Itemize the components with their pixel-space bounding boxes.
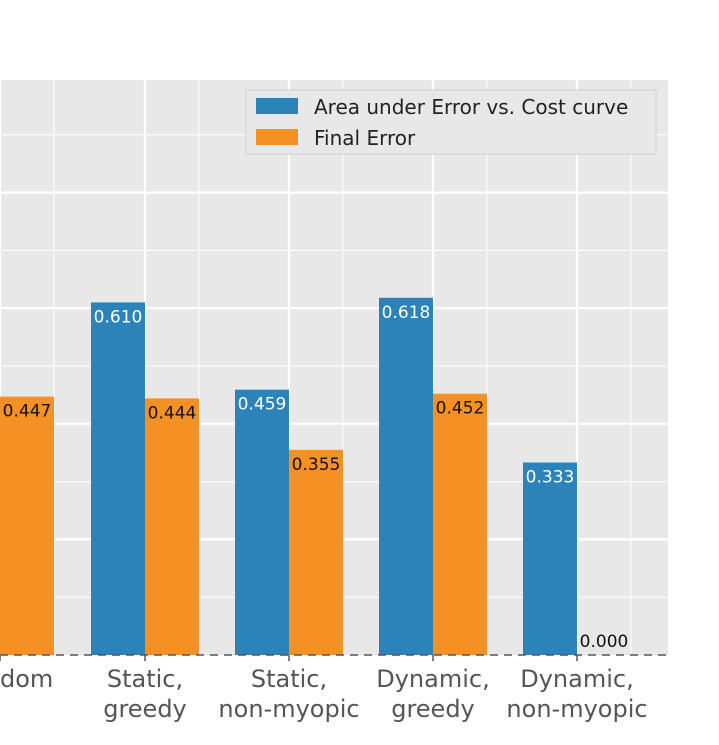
data-label-final-error-2: 0.355 <box>292 455 341 475</box>
legend-label-area-under-curve: Area under Error vs. Cost curve <box>314 95 628 119</box>
x-tick-label-0: dom <box>0 665 53 693</box>
x-tick-label-2: Static, non-myopic <box>218 665 359 723</box>
data-label-area-under-curve-4: 0.333 <box>526 468 575 488</box>
data-label-area-under-curve-2: 0.459 <box>238 395 287 415</box>
bar-area-under-curve-2 <box>235 389 289 655</box>
bar-final-error-3 <box>433 393 487 655</box>
bar-area-under-curve-1 <box>91 302 145 655</box>
bars: 0.610 0.459 0.618 0.333 0.447 0.444 0.355 0.452… <box>0 297 629 655</box>
data-label-final-error-0: 0.447 <box>3 402 52 422</box>
legend-swatch-area-under-curve <box>256 98 298 114</box>
bar-area-under-curve-4 <box>523 462 577 655</box>
bar-final-error-0 <box>0 396 54 655</box>
legend-label-final-error: Final Error <box>314 126 416 150</box>
bar-final-error-1 <box>145 398 199 655</box>
legend-swatch-final-error <box>256 129 298 145</box>
x-tick-label-4: Dynamic, non-myopic <box>506 665 647 723</box>
data-label-final-error-3: 0.452 <box>436 399 485 419</box>
x-tick-label-1: Static, greedy <box>103 665 187 723</box>
data-label-final-error-1: 0.444 <box>148 403 197 423</box>
data-label-area-under-curve-3: 0.618 <box>382 303 431 323</box>
bar-final-error-2 <box>289 449 343 655</box>
data-label-final-error-4: 0.000 <box>580 632 629 652</box>
bar-area-under-curve-3 <box>379 297 433 655</box>
x-axis: dom Static, greedy Static, non-myopic Dynamic… <box>0 655 648 723</box>
legend: Area under Error vs. Cost curve Final Er… <box>245 89 657 155</box>
legend-box <box>245 89 657 155</box>
x-tick-label-3: Dynamic, greedy <box>376 665 489 723</box>
data-label-area-under-curve-1: 0.610 <box>94 307 143 327</box>
